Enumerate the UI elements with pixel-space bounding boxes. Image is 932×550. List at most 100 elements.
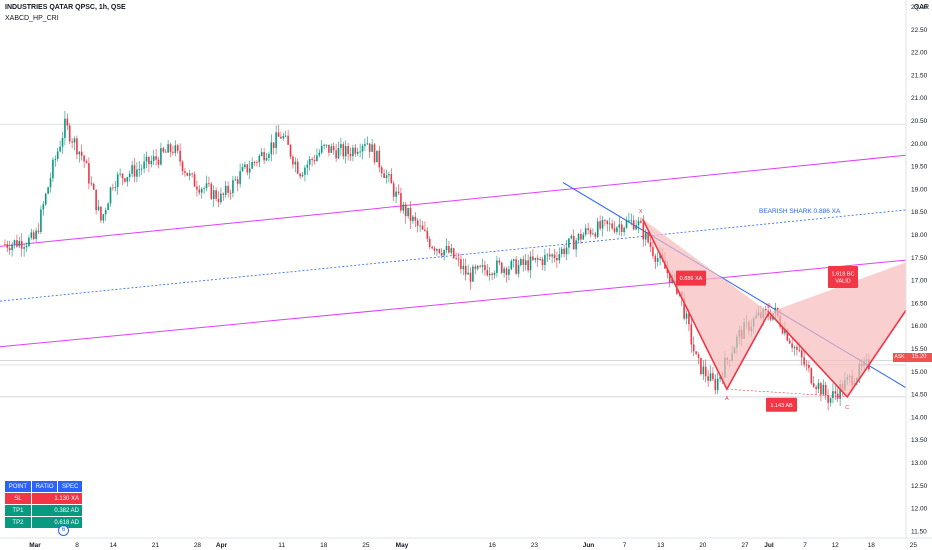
candle-body: [128, 173, 131, 177]
candle-body: [248, 168, 251, 173]
candle-body: [244, 164, 246, 168]
y-tick-label: 22.50: [911, 27, 928, 34]
candle-body: [428, 238, 431, 247]
channel-upper: [0, 154, 907, 247]
col-point: POINT: [4, 480, 32, 493]
bc-ratio-box: [766, 397, 797, 412]
candle-body: [764, 308, 767, 311]
candle-body: [332, 146, 335, 151]
candle-body: [208, 183, 210, 185]
candle-body: [625, 220, 628, 228]
candle-body: [534, 257, 537, 260]
candle-body: [541, 259, 544, 266]
candle-body: [500, 262, 503, 273]
col-spec: SPEC: [57, 480, 83, 493]
spec-value: 0.382 AD: [30, 504, 84, 517]
candle-body: [436, 249, 438, 251]
candle-body: [35, 230, 37, 240]
candle-body: [13, 240, 16, 245]
candle-body: [328, 144, 330, 153]
candle-body: [628, 220, 630, 222]
candle-body: [827, 395, 829, 403]
candle-body: [716, 378, 719, 391]
candle-body: [683, 298, 685, 319]
y-tick-label: 15.50: [911, 346, 928, 353]
candle-body: [181, 161, 184, 172]
candle-body: [340, 144, 342, 148]
candle-body: [234, 179, 237, 181]
candle-body: [316, 155, 318, 162]
candle-body: [642, 222, 645, 240]
y-tick-label: 12.00: [911, 506, 928, 513]
candle-body: [707, 376, 709, 381]
candle-body: [829, 398, 832, 403]
candle-body: [143, 161, 145, 169]
candle-body: [131, 165, 133, 174]
candle-body: [227, 185, 229, 193]
candle-body: [304, 167, 306, 175]
candle-body: [133, 165, 136, 177]
y-tick-label: 17.00: [911, 278, 928, 285]
last-price-tag: 15.20: [906, 353, 932, 362]
candle-body: [20, 240, 23, 249]
candle-body: [496, 260, 498, 273]
candle-body: [637, 220, 640, 226]
currency-label: QAR: [913, 4, 929, 11]
candle-body: [23, 247, 25, 249]
pattern-bcd-fill: [769, 262, 906, 397]
candle-body: [786, 329, 789, 341]
pattern-legs: [641, 218, 907, 399]
candle-body: [366, 143, 369, 145]
candle-body: [330, 146, 333, 153]
candle-body: [685, 313, 688, 319]
candle-body: [347, 146, 349, 155]
candle-body: [368, 143, 371, 152]
candle-body: [380, 167, 383, 174]
candle-body: [203, 188, 205, 189]
candle-body: [640, 220, 642, 223]
candle-body: [392, 183, 395, 197]
y-tick-label: 18.00: [911, 232, 928, 239]
spec-table-header: POINT RATIO SPEC: [4, 480, 83, 493]
y-tick-label: 13.50: [911, 437, 928, 444]
candle-body: [388, 174, 390, 176]
y-tick-label: 23.00: [911, 4, 928, 11]
candle-body: [121, 173, 124, 179]
y-tick-label: 20.00: [911, 141, 928, 148]
candle-body: [215, 190, 217, 199]
candle-body: [109, 187, 112, 204]
candle-body: [445, 245, 448, 251]
candle-body: [594, 233, 597, 237]
candle-body: [611, 223, 613, 229]
y-tick-label: 20.50: [911, 118, 928, 125]
candle-body: [124, 178, 126, 182]
y-tick-label: 11.50: [911, 528, 927, 535]
candle-body: [692, 344, 695, 352]
y-tick-label: 13.00: [911, 460, 928, 467]
candle-body: [599, 221, 601, 229]
candle-body: [479, 265, 481, 267]
candle-body: [258, 155, 261, 163]
candle-body: [467, 272, 469, 275]
x-tick-label: 16: [489, 542, 497, 549]
candle-body: [443, 250, 445, 256]
candle-body: [232, 180, 234, 194]
candle-body: [644, 232, 647, 240]
candle-body: [390, 174, 393, 184]
candle-body: [527, 260, 529, 271]
indicator-name[interactable]: XABCD_HP_CRI: [5, 15, 59, 22]
candle-body: [104, 210, 107, 215]
candle-body: [361, 145, 364, 152]
spec-table: POINT RATIO SPEC SL 1.130 XA TP1 0.382 A…: [4, 480, 84, 529]
candle-body: [647, 232, 649, 243]
candle-body: [798, 349, 801, 351]
candle-body: [169, 144, 172, 152]
candle-body: [265, 157, 268, 161]
candle-body: [431, 246, 433, 249]
col-ratio: RATIO: [30, 480, 59, 493]
candle-body: [793, 346, 796, 348]
event-badge[interactable]: 6: [58, 525, 69, 536]
x-tick-label: 13: [657, 542, 665, 549]
